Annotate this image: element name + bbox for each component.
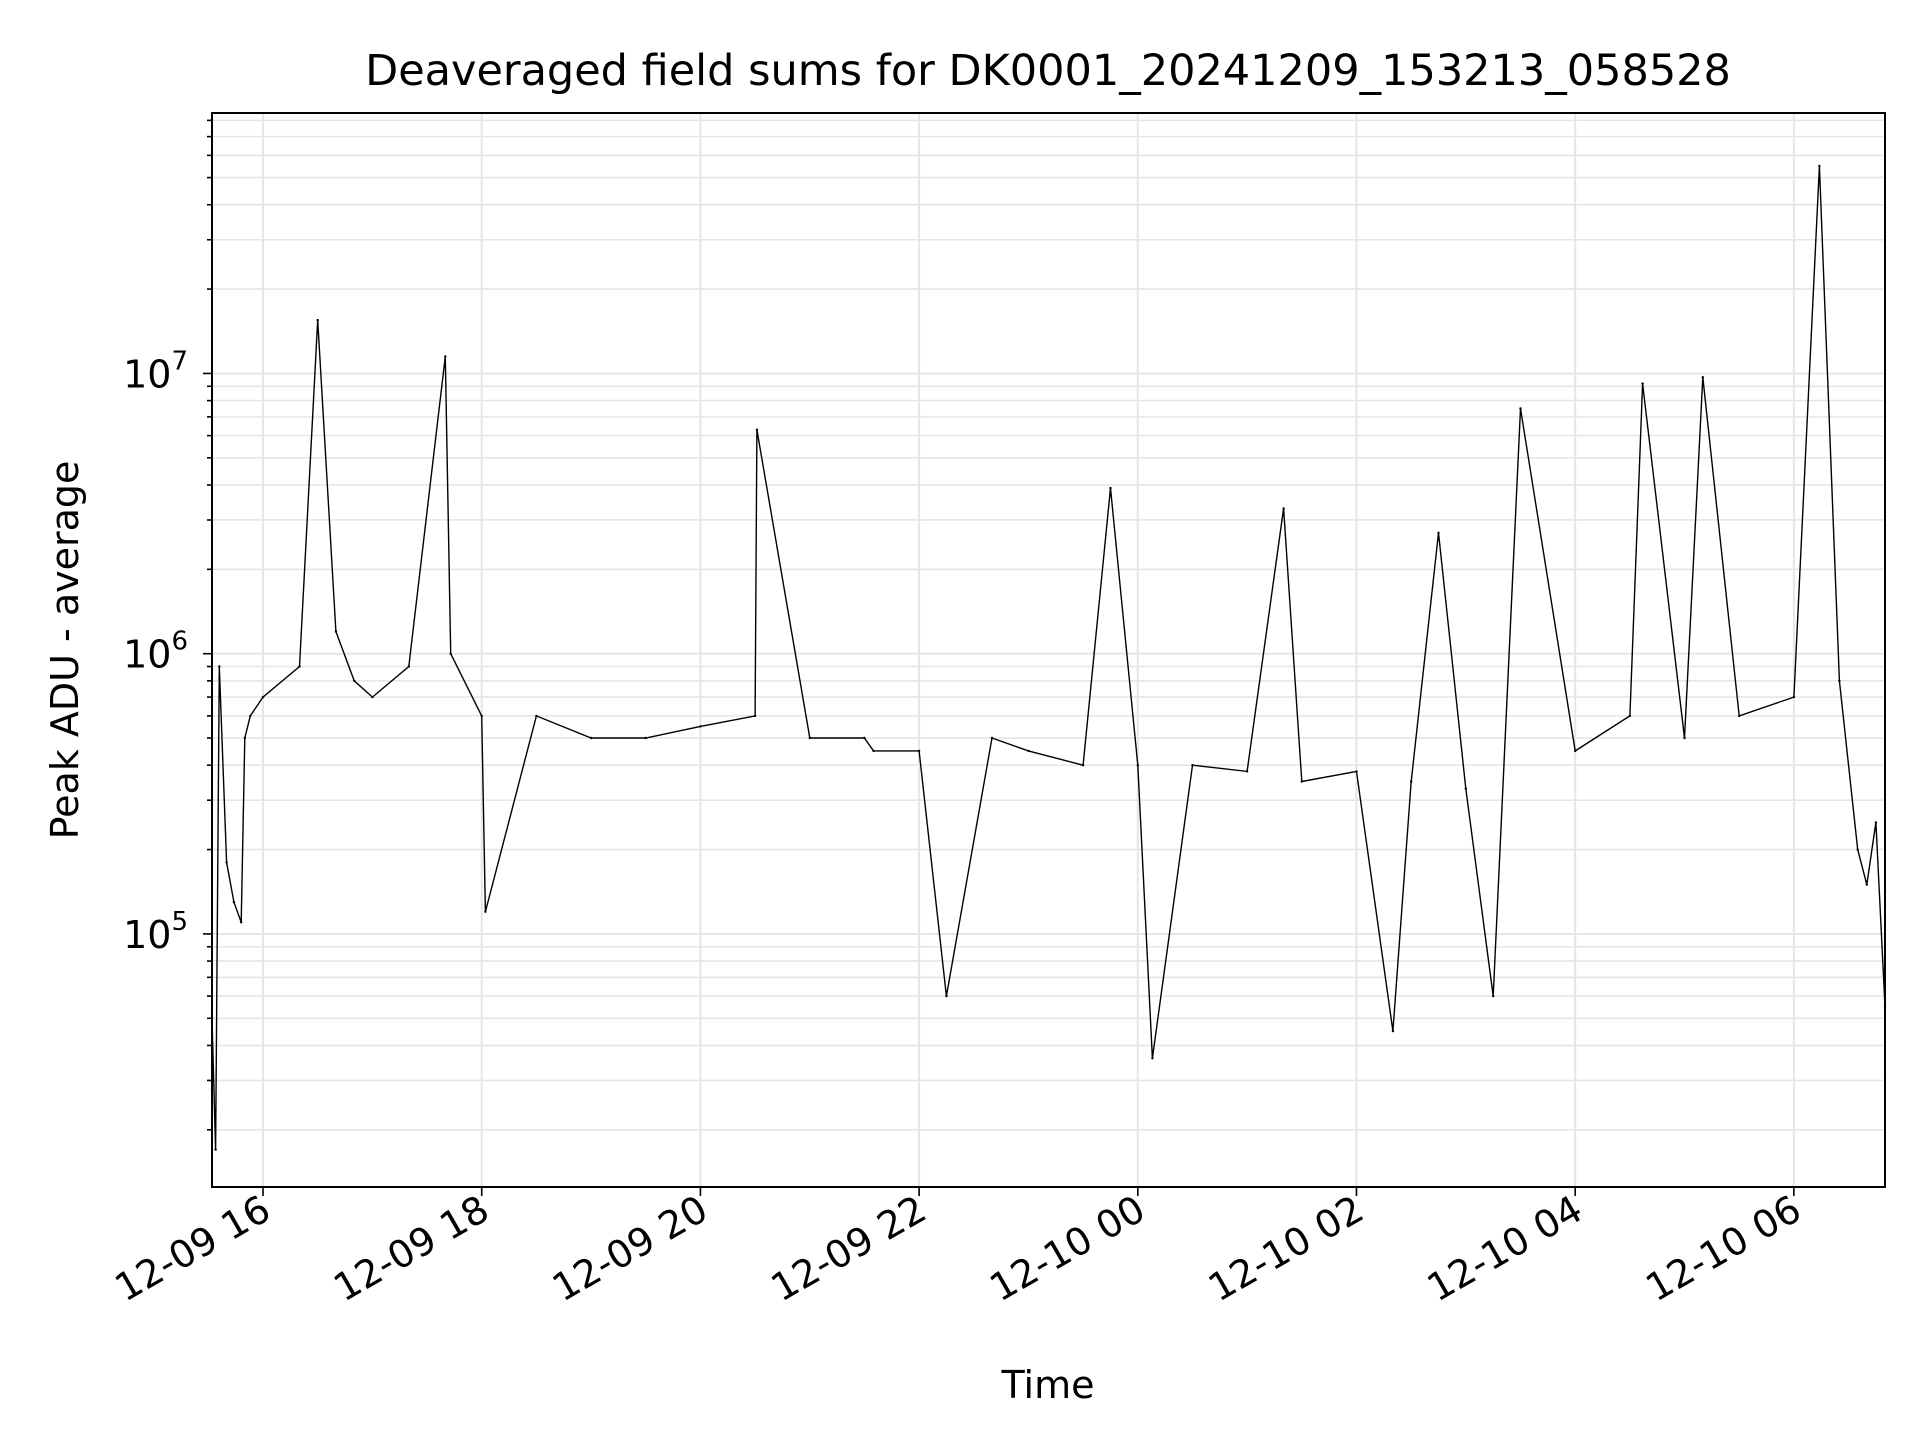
data-point (371, 695, 374, 699)
data-point (1792, 695, 1796, 699)
data-point (808, 736, 811, 740)
data-point (1464, 787, 1468, 790)
data-point (1818, 164, 1821, 168)
data-point (214, 1148, 217, 1151)
data-point (1282, 507, 1285, 510)
data-point (261, 695, 265, 699)
plot-frame (211, 112, 1886, 1188)
data-point (1492, 994, 1495, 998)
grid-layer (212, 113, 1885, 1187)
y-tick-label: 105 (123, 907, 188, 957)
data-point (1027, 749, 1030, 753)
y-tick-label: 107 (123, 346, 188, 396)
data-point (644, 736, 647, 740)
data-point (444, 355, 447, 358)
data-point (753, 714, 757, 718)
data-point (1641, 382, 1644, 385)
data-point (1151, 1057, 1154, 1060)
y-tick-label: 106 (123, 627, 188, 677)
data-point (589, 736, 593, 740)
data-point (240, 921, 243, 924)
data-point (1865, 883, 1869, 886)
y-axis-label: Peak ADU - average (43, 461, 87, 840)
data-point (298, 665, 301, 668)
data-point (334, 630, 338, 633)
data-point (316, 318, 319, 322)
data-point (1574, 749, 1577, 753)
y-tick-label-exponent: 5 (171, 907, 188, 937)
data-point (1437, 531, 1440, 534)
data-point (945, 994, 948, 998)
data-point (1838, 679, 1841, 682)
data-point (699, 725, 702, 728)
data-point (1628, 714, 1632, 718)
y-tick-label-base: 10 (123, 913, 171, 957)
data-point (218, 665, 221, 668)
y-tick-label-base: 10 (123, 352, 171, 396)
data-point (1391, 1029, 1395, 1033)
data-point (480, 714, 483, 718)
x-axis-label: Time (1001, 1363, 1095, 1407)
data-point (535, 714, 538, 718)
data-point (1683, 736, 1686, 740)
series-layer (210, 164, 1887, 1151)
data-point (1245, 770, 1249, 773)
data-point (1355, 770, 1358, 773)
series-line (211, 165, 1886, 1150)
data-point (1874, 821, 1878, 824)
data-point (917, 749, 921, 753)
data-point (1300, 780, 1304, 783)
data-point (225, 861, 228, 864)
data-point (1519, 407, 1522, 410)
data-point (1856, 848, 1859, 851)
y-tick-label-base: 10 (123, 633, 171, 677)
data-point (484, 910, 487, 913)
data-point (1701, 376, 1705, 379)
data-point (1136, 764, 1140, 767)
data-point (353, 679, 356, 682)
data-point (755, 428, 759, 431)
data-point (1410, 780, 1413, 783)
data-point (990, 736, 994, 740)
y-tick-label-exponent: 7 (171, 346, 188, 376)
data-point (1191, 764, 1194, 767)
data-point (1081, 764, 1085, 767)
data-point (243, 736, 246, 740)
data-point (232, 900, 236, 904)
data-point (449, 652, 452, 655)
data-point (407, 665, 410, 668)
data-point (872, 749, 875, 753)
data-point (863, 736, 866, 740)
data-point (249, 714, 252, 718)
data-point (1738, 714, 1741, 718)
y-tick-label-exponent: 6 (171, 627, 188, 657)
data-point (1109, 486, 1112, 490)
chart-title: Deaveraged field sums for DK0001_2024120… (365, 46, 1731, 96)
